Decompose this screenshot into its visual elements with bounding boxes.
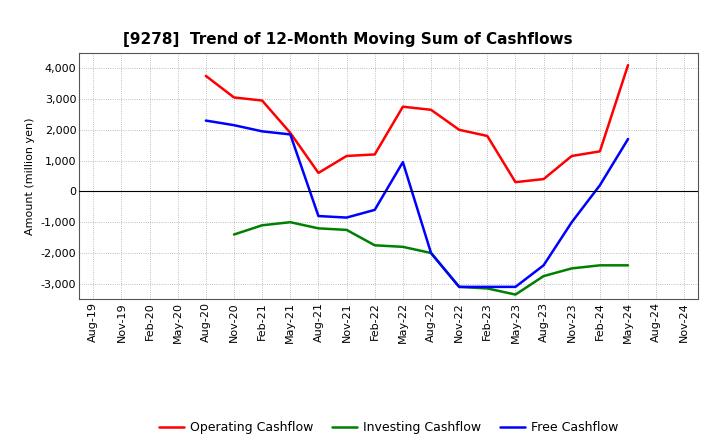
Free Cashflow	[483, 284, 492, 290]
Investing Cashflow	[370, 243, 379, 248]
Operating Cashflow	[286, 130, 294, 136]
Investing Cashflow	[258, 223, 266, 228]
Investing Cashflow	[230, 232, 238, 237]
Operating Cashflow	[314, 170, 323, 176]
Free Cashflow	[258, 128, 266, 134]
Operating Cashflow	[399, 104, 408, 109]
Line: Investing Cashflow: Investing Cashflow	[234, 222, 628, 295]
Operating Cashflow	[595, 149, 604, 154]
Free Cashflow	[202, 118, 210, 123]
Investing Cashflow	[314, 226, 323, 231]
Free Cashflow	[370, 207, 379, 213]
Operating Cashflow	[202, 73, 210, 78]
Operating Cashflow	[567, 153, 576, 158]
Free Cashflow	[230, 122, 238, 128]
Text: [9278]  Trend of 12-Month Moving Sum of Cashflows: [9278] Trend of 12-Month Moving Sum of C…	[122, 33, 572, 48]
Free Cashflow	[539, 263, 548, 268]
Line: Free Cashflow: Free Cashflow	[206, 121, 628, 287]
Free Cashflow	[427, 250, 436, 256]
Line: Operating Cashflow: Operating Cashflow	[206, 65, 628, 182]
Operating Cashflow	[370, 152, 379, 157]
Investing Cashflow	[455, 284, 464, 290]
Investing Cashflow	[539, 273, 548, 279]
Legend: Operating Cashflow, Investing Cashflow, Free Cashflow: Operating Cashflow, Investing Cashflow, …	[154, 416, 624, 439]
Investing Cashflow	[624, 263, 632, 268]
Operating Cashflow	[539, 176, 548, 182]
Y-axis label: Amount (million yen): Amount (million yen)	[25, 117, 35, 235]
Free Cashflow	[511, 284, 520, 290]
Operating Cashflow	[230, 95, 238, 100]
Free Cashflow	[342, 215, 351, 220]
Investing Cashflow	[595, 263, 604, 268]
Operating Cashflow	[483, 133, 492, 139]
Investing Cashflow	[511, 292, 520, 297]
Free Cashflow	[624, 136, 632, 142]
Investing Cashflow	[483, 286, 492, 291]
Free Cashflow	[595, 183, 604, 188]
Operating Cashflow	[427, 107, 436, 112]
Operating Cashflow	[455, 127, 464, 132]
Investing Cashflow	[427, 250, 436, 256]
Operating Cashflow	[258, 98, 266, 103]
Free Cashflow	[399, 160, 408, 165]
Investing Cashflow	[399, 244, 408, 249]
Investing Cashflow	[567, 266, 576, 271]
Free Cashflow	[455, 284, 464, 290]
Operating Cashflow	[624, 62, 632, 68]
Free Cashflow	[286, 132, 294, 137]
Investing Cashflow	[342, 227, 351, 232]
Free Cashflow	[314, 213, 323, 219]
Operating Cashflow	[342, 153, 351, 158]
Investing Cashflow	[286, 220, 294, 225]
Free Cashflow	[567, 220, 576, 225]
Operating Cashflow	[511, 180, 520, 185]
